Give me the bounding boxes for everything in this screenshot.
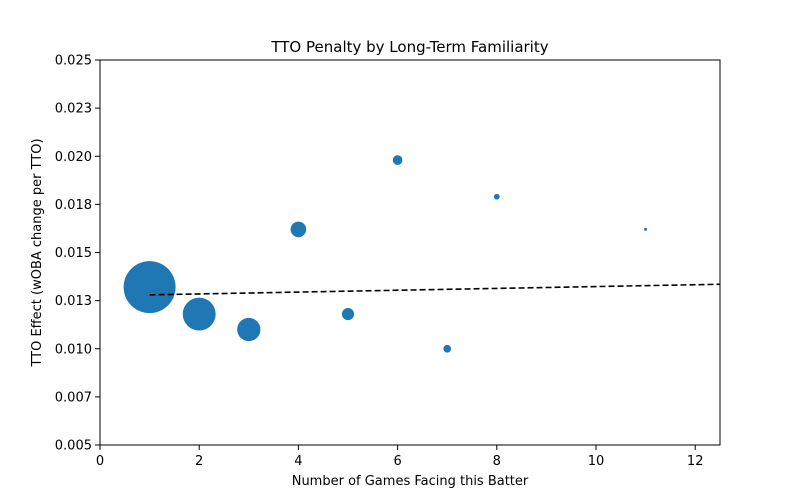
y-tick-label: 0.005	[55, 439, 92, 454]
y-tick-label: 0.013	[55, 294, 92, 309]
x-tick-label: 8	[493, 454, 501, 469]
data-point	[290, 221, 307, 238]
data-point	[182, 297, 216, 331]
data-point	[237, 317, 261, 342]
x-tick-label: 12	[687, 454, 704, 469]
data-points	[123, 155, 648, 353]
x-tick-label: 4	[294, 454, 302, 469]
x-tick-label: 0	[96, 454, 104, 469]
data-point	[443, 344, 452, 353]
data-point	[123, 261, 176, 314]
y-tick-label: 0.007	[55, 390, 92, 405]
data-point	[392, 155, 403, 165]
y-tick-label: 0.010	[55, 342, 92, 357]
x-axis-label: Number of Games Facing this Batter	[292, 474, 529, 489]
y-tick-label: 0.023	[55, 102, 92, 117]
x-axis-ticks: 0 2 4 6 8 10 12	[96, 445, 704, 469]
x-tick-label: 6	[393, 454, 401, 469]
x-tick-label: 2	[195, 454, 203, 469]
data-point	[493, 193, 500, 200]
y-tick-label: 0.015	[55, 246, 92, 261]
chart-title: TTO Penalty by Long-Term Familiarity	[270, 38, 548, 56]
y-tick-label: 0.020	[55, 150, 92, 165]
y-tick-label: 0.018	[55, 198, 92, 213]
trend-line	[149, 283, 721, 296]
y-axis-ticks: 0.005 0.007 0.010 0.013 0.015 0.018 0.020 0.023…	[55, 54, 100, 454]
x-tick-label: 10	[588, 454, 605, 469]
data-point	[341, 308, 355, 321]
data-point	[644, 227, 648, 231]
y-axis-label: TTO Effect (wOBA change per TTO)	[30, 138, 45, 367]
plot-frame	[99, 59, 721, 446]
y-tick-label: 0.025	[55, 54, 92, 69]
